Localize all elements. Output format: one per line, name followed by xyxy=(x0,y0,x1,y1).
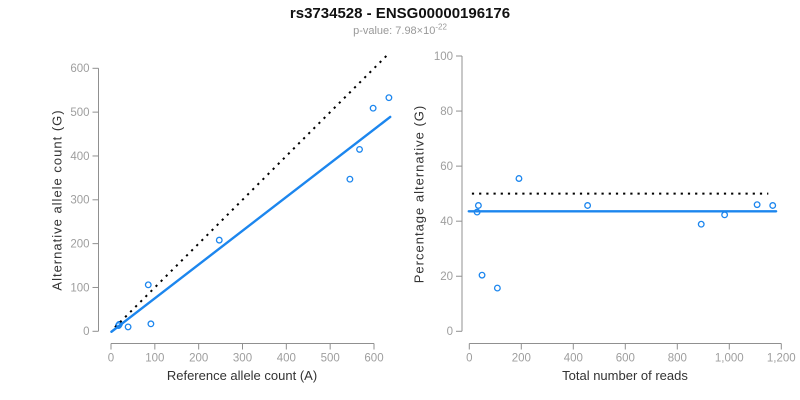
fit-line xyxy=(110,115,392,333)
data-point xyxy=(769,202,777,209)
y-tick-label: 500 xyxy=(70,107,89,119)
data-point xyxy=(584,202,592,209)
pvalue-exponent: -22 xyxy=(435,22,447,32)
data-point xyxy=(147,320,155,328)
y-tick-label: 100 xyxy=(434,51,453,63)
x-tick-label: 400 xyxy=(564,353,583,365)
plot-title: rs3734528 - ENSG00000196176 xyxy=(289,5,511,22)
x-tick-label: 100 xyxy=(145,353,164,365)
y-tick-label: 60 xyxy=(440,161,453,173)
y-tick-label: 100 xyxy=(70,282,89,294)
right-xaxis-title: Total number of reads xyxy=(562,368,688,383)
left-xaxis-title: Reference allele count (A) xyxy=(166,368,318,383)
data-point xyxy=(356,145,363,153)
y-tick-label: 600 xyxy=(70,63,89,75)
data-point xyxy=(515,175,523,182)
x-tick-label: 200 xyxy=(512,353,531,365)
y-tick-label: 400 xyxy=(70,151,89,163)
y-tick-label: 20 xyxy=(440,271,453,283)
data-point xyxy=(346,175,354,183)
data-point xyxy=(474,202,482,209)
y-tick-label: 0 xyxy=(447,326,453,338)
y-tick-label: 40 xyxy=(440,216,453,228)
right-yaxis-title: Percentage alternative (G) xyxy=(411,104,427,284)
right-scatter-plot: 0 20 40 60 80 100 0 200 400 600 800 1,000 1,200 xyxy=(434,51,796,365)
x-tick-label: 500 xyxy=(321,353,340,365)
x-tick-label: 0 xyxy=(108,353,114,365)
y-tick-label: 0 xyxy=(83,326,89,338)
x-tick-label: 400 xyxy=(277,353,296,365)
x-tick-label: 800 xyxy=(668,353,687,365)
plot-subtitle: p-value: 7.98×10-22 xyxy=(0,22,800,37)
y-tick-label: 200 xyxy=(70,238,89,250)
x-tick-label: 600 xyxy=(616,353,635,365)
left-scatter-plot: 0 100 200 300 400 500 600 0 100 200 300 400 500 600 xyxy=(70,54,393,365)
x-tick-label: 1,000 xyxy=(715,353,744,365)
data-point xyxy=(385,94,393,102)
x-tick-label: 600 xyxy=(364,353,383,365)
data-point xyxy=(753,201,761,209)
x-tick-label: 1,200 xyxy=(767,353,796,365)
data-point xyxy=(215,236,223,244)
data-point xyxy=(124,323,132,331)
x-tick-label: 0 xyxy=(466,353,472,365)
x-tick-label: 300 xyxy=(233,353,252,365)
data-point xyxy=(721,211,729,219)
data-point xyxy=(493,284,501,292)
x-tick-label: 200 xyxy=(189,353,208,365)
data-point xyxy=(144,281,152,289)
reference-dotted-line xyxy=(114,54,388,329)
data-point xyxy=(478,271,486,279)
y-tick-label: 300 xyxy=(70,195,89,207)
left-yaxis-title: Alternative allele count (G) xyxy=(49,109,65,291)
pvalue-text: p-value: 7.98×10 xyxy=(353,25,436,37)
data-point xyxy=(697,220,705,228)
y-tick-label: 80 xyxy=(440,106,453,118)
data-point xyxy=(369,104,377,112)
